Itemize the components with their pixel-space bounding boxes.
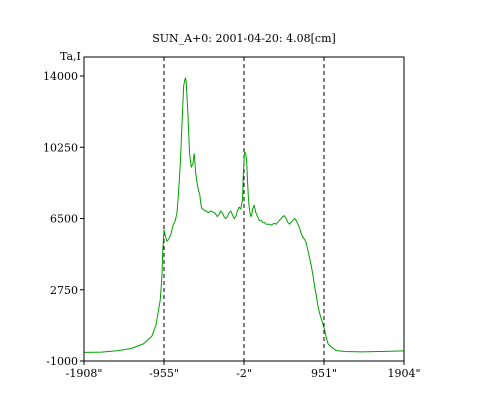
chart-title: SUN_A+0: 2001-04-20: 4.08[cm] <box>152 32 336 45</box>
y-tick-label: 14000 <box>43 70 78 83</box>
y-tick-label: -1000 <box>46 355 78 368</box>
y-tick-label: 6500 <box>50 213 78 226</box>
x-tick-label: -2" <box>236 367 252 380</box>
tick-layer: -1908" -955" -2" 951" 1904" -1000 2750 6500 1025… <box>43 70 421 380</box>
x-tick-label: 1904" <box>387 367 420 380</box>
series-layer <box>84 77 404 353</box>
y-tick-label: 10250 <box>43 141 78 154</box>
series-line <box>84 77 404 353</box>
x-tick-label: -1908" <box>66 367 103 380</box>
x-tick-label: -955" <box>149 367 179 380</box>
marker-layer <box>163 57 325 361</box>
y-tick-label: 2750 <box>50 284 78 297</box>
y-axis-label: Ta,I <box>60 50 81 63</box>
x-tick-label: 951" <box>311 367 337 380</box>
